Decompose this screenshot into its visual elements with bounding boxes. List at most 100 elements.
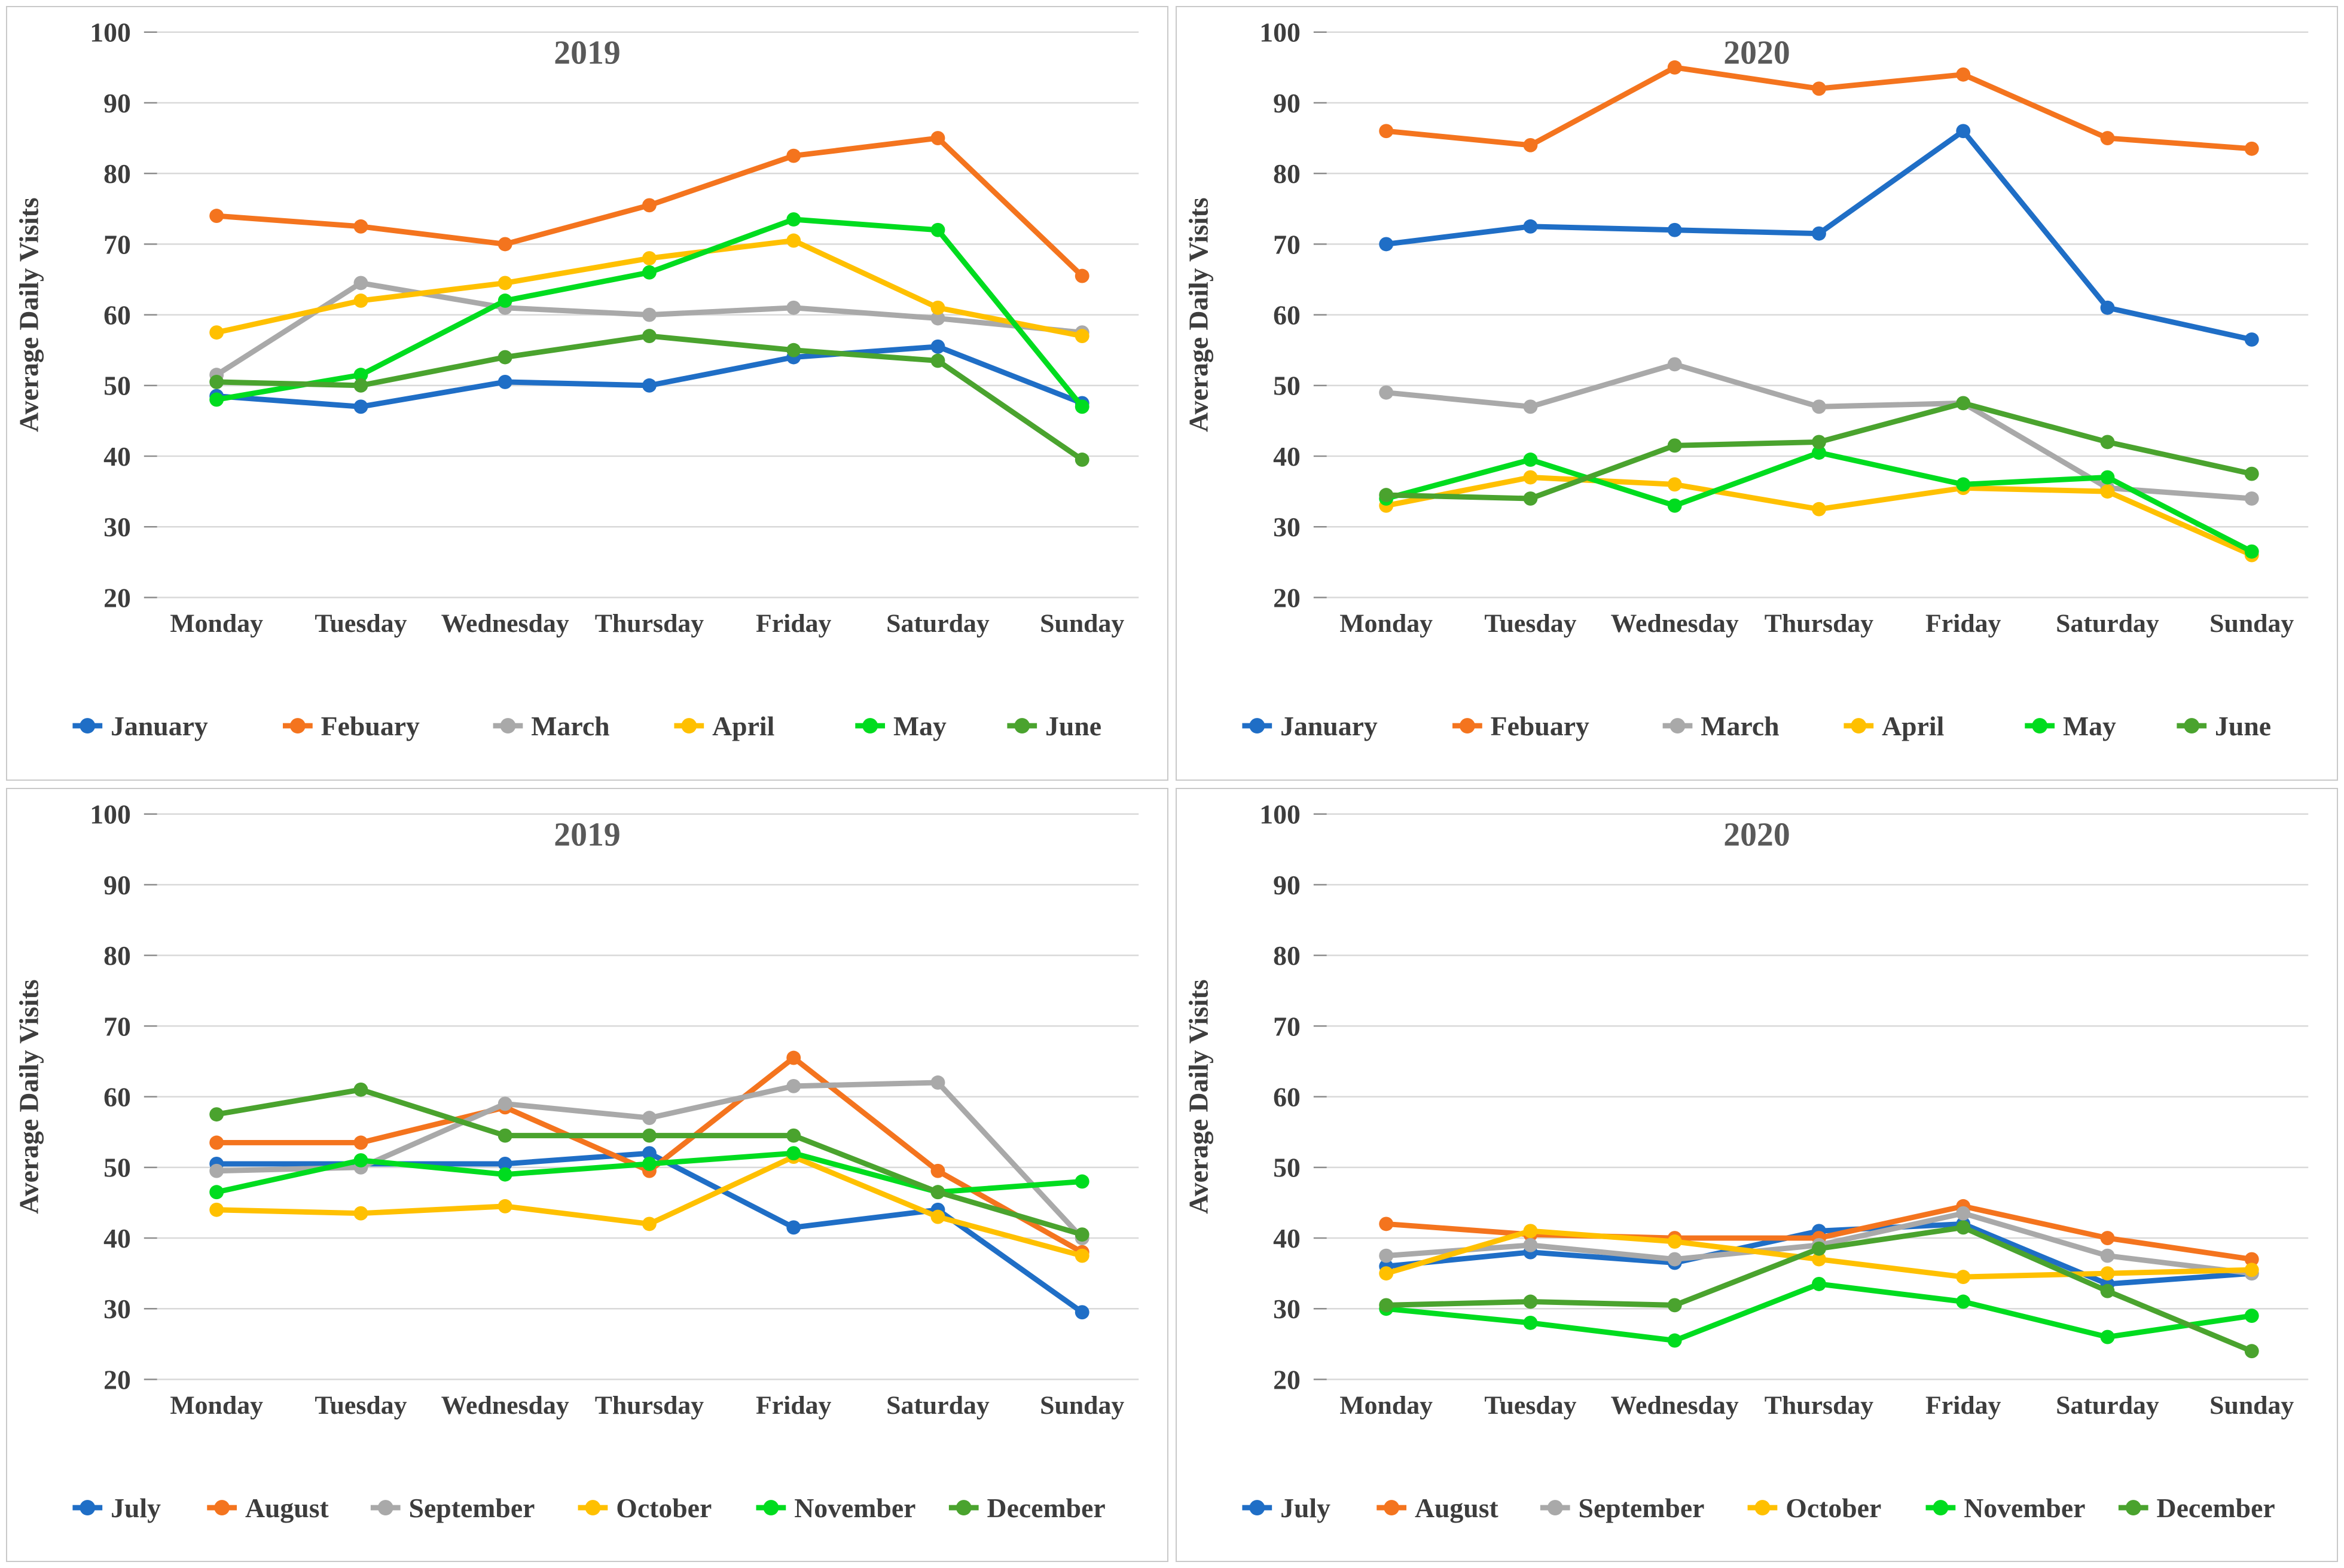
data-point-september-tuesday <box>1523 1237 1538 1252</box>
y-tick-label: 30 <box>1273 512 1301 542</box>
data-point-december-friday <box>786 1128 801 1143</box>
y-tick-label: 30 <box>103 512 131 542</box>
legend-marker-icon-january <box>1249 718 1265 734</box>
legend-marker-icon-april <box>681 718 697 734</box>
legend-item-april: April <box>1844 711 1944 741</box>
data-point-may-sunday <box>1075 399 1089 414</box>
data-point-october-monday <box>209 1202 224 1217</box>
data-point-febuary-thursday <box>1812 81 1826 96</box>
x-tick-label: Tuesday <box>1484 609 1576 638</box>
data-point-june-thursday <box>1812 435 1826 450</box>
data-point-may-tuesday <box>1523 453 1538 467</box>
data-point-october-thursday <box>642 1216 657 1231</box>
data-point-november-friday <box>1956 1294 1971 1309</box>
data-point-april-friday <box>786 233 801 248</box>
legend-label-febuary: Febuary <box>1491 711 1589 741</box>
legend-label-november: November <box>794 1493 915 1523</box>
data-point-december-saturday <box>2100 1283 2115 1298</box>
legend-label-june: June <box>2215 711 2271 741</box>
data-point-september-friday <box>1956 1206 1971 1221</box>
panel-2019-jul-dec: 2019 100 90 80 70 60 50 40 30 20 Average Daily Vis… <box>6 787 1168 1562</box>
x-tick-label: Sunday <box>2209 1391 2294 1420</box>
legend-item-october: October <box>1747 1493 1881 1523</box>
legend-item-september: September <box>370 1493 535 1523</box>
x-tick-label: Friday <box>756 609 832 638</box>
data-point-august-sunday <box>2244 1252 2259 1266</box>
y-tick-label: 80 <box>103 940 131 971</box>
chart-title: 2019 <box>554 816 620 853</box>
data-point-febuary-friday <box>786 148 801 163</box>
legend-label-july: July <box>111 1493 161 1523</box>
x-tick-label: Friday <box>1925 609 2001 638</box>
data-point-april-saturday <box>2100 484 2115 499</box>
x-tick-label: Thursday <box>1765 1391 1874 1420</box>
legend-marker-icon-november <box>763 1499 779 1515</box>
data-point-march-wednesday <box>1667 357 1682 372</box>
data-point-october-friday <box>1956 1269 1971 1284</box>
data-point-febuary-saturday <box>2100 131 2115 145</box>
legend-label-october: October <box>1786 1493 1881 1523</box>
y-tick-label: 50 <box>103 371 131 401</box>
legend-item-january: January <box>1242 711 1378 741</box>
data-point-september-saturday <box>930 1075 945 1090</box>
legend-item-febuary: Febuary <box>283 711 420 741</box>
chart-title: 2019 <box>554 34 620 71</box>
y-axis-title: Average Daily Visits <box>14 979 44 1214</box>
data-point-febuary-thursday <box>642 198 657 213</box>
y-tick-label: 40 <box>1273 1222 1301 1253</box>
data-point-febuary-monday <box>1379 124 1394 139</box>
data-point-may-monday <box>209 392 224 407</box>
data-point-april-thursday <box>642 251 657 265</box>
legend-item-june: June <box>2177 711 2271 741</box>
legend-marker-icon-may <box>862 718 878 734</box>
series-line-febuary <box>1383 65 2255 152</box>
legend-marker-icon-july <box>1249 1499 1265 1515</box>
data-point-march-thursday <box>1812 399 1826 414</box>
data-point-may-wednesday <box>1667 498 1682 513</box>
y-tick-label: 40 <box>1273 441 1301 472</box>
data-point-august-monday <box>209 1135 224 1150</box>
legend-item-june: June <box>1007 711 1101 741</box>
y-tick-label: 50 <box>1273 371 1301 401</box>
legend-marker-icon-febuary <box>289 718 306 734</box>
x-tick-label: Wednesday <box>441 609 569 638</box>
legend-label-march: March <box>531 711 609 741</box>
data-point-march-tuesday <box>1523 399 1538 414</box>
data-point-may-sunday <box>2244 544 2259 559</box>
data-point-october-wednesday <box>498 1199 512 1214</box>
data-point-december-saturday <box>930 1184 945 1199</box>
data-point-september-saturday <box>2100 1248 2115 1263</box>
y-tick-label: 100 <box>90 799 131 829</box>
chart-2019-jan-jun: 2019 100 90 80 70 60 50 40 30 20 Average Daily Vis… <box>14 17 1139 741</box>
data-point-december-wednesday <box>498 1128 512 1143</box>
data-point-june-thursday <box>642 329 657 344</box>
data-point-march-monday <box>1379 385 1394 400</box>
legend-marker-icon-june <box>1014 718 1030 734</box>
y-tick-label: 20 <box>103 582 131 613</box>
legend-label-july: July <box>1280 1493 1330 1523</box>
data-point-august-saturday <box>930 1163 945 1178</box>
y-tick-label: 70 <box>1273 229 1301 259</box>
data-point-january-monday <box>1379 237 1394 252</box>
y-tick-label: 60 <box>103 300 131 331</box>
data-point-december-tuesday <box>353 1082 368 1097</box>
data-point-november-thursday <box>1812 1276 1826 1291</box>
x-tick-label: Wednesday <box>441 1391 569 1420</box>
legend-label-june: June <box>1045 711 1101 741</box>
data-point-april-saturday <box>930 300 945 315</box>
data-point-january-thursday <box>642 378 657 393</box>
data-point-october-saturday <box>930 1209 945 1224</box>
panel-2020-jul-dec: 2020 100 90 80 70 60 50 40 30 20 Average Daily Vis… <box>1176 787 2338 1562</box>
data-point-may-thursday <box>1812 445 1826 460</box>
legend-marker-icon-july <box>80 1499 96 1515</box>
y-axis-title: Average Daily Visits <box>14 197 44 432</box>
legend-marker-icon-december <box>2125 1499 2141 1515</box>
data-point-december-sunday <box>1075 1227 1089 1242</box>
x-tick-label: Monday <box>170 609 263 638</box>
data-point-january-saturday <box>930 339 945 354</box>
legend-item-october: October <box>578 1493 712 1523</box>
data-point-august-monday <box>1379 1216 1394 1231</box>
data-point-june-sunday <box>1075 453 1089 467</box>
data-point-november-saturday <box>2100 1329 2115 1344</box>
legend-item-july: July <box>72 1493 161 1523</box>
